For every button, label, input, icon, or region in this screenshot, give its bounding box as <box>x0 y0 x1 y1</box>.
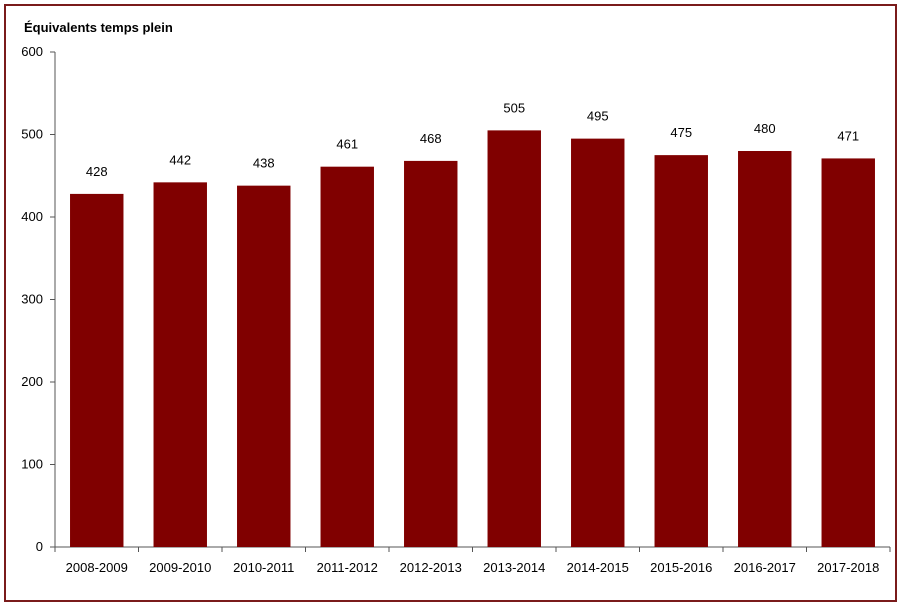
y-tick-label: 200 <box>21 374 43 389</box>
data-label: 495 <box>587 109 609 124</box>
x-tick-label: 2010-2011 <box>233 560 294 575</box>
y-tick-label: 100 <box>21 457 43 472</box>
data-label: 438 <box>253 156 275 171</box>
data-label: 428 <box>86 164 108 179</box>
y-tick-label: 500 <box>21 127 43 142</box>
x-tick-label: 2015-2016 <box>650 560 712 575</box>
data-label: 471 <box>837 128 859 143</box>
y-tick-label: 400 <box>21 209 43 224</box>
bar-2015-2016 <box>654 155 708 547</box>
x-ticks: 2008-2009 2009-2010 2010-2011 2011-2012 2012… <box>54 547 891 575</box>
y-axis-title: Équivalents temps plein <box>24 20 173 35</box>
bar-2008-2009 <box>70 193 124 547</box>
x-tick-label: 2014-2015 <box>567 560 629 575</box>
x-tick-label: 2011-2012 <box>317 560 378 575</box>
data-label: 475 <box>670 125 692 140</box>
data-label: 461 <box>336 137 358 152</box>
bars: 428 442 438 461 468 505 495 475 480 471 <box>70 100 875 548</box>
x-tick-label: 2008-2009 <box>66 560 128 575</box>
bar-2012-2013 <box>404 160 458 547</box>
bar-2011-2012 <box>320 166 374 548</box>
y-tick-label: 300 <box>21 292 43 307</box>
x-tick-label: 2009-2010 <box>149 560 211 575</box>
bar-2014-2015 <box>571 138 625 547</box>
bar-2009-2010 <box>153 182 207 547</box>
bar-2017-2018 <box>821 158 875 548</box>
x-tick-label: 2016-2017 <box>734 560 796 575</box>
y-tick-label: 600 <box>21 44 43 59</box>
y-tick-label: 0 <box>36 539 43 554</box>
data-label: 480 <box>754 121 776 136</box>
bar-2010-2011 <box>237 185 291 547</box>
x-tick-label: 2017-2018 <box>817 560 879 575</box>
data-label: 442 <box>169 152 191 167</box>
y-ticks: 0 100 200 300 400 500 600 <box>21 44 55 554</box>
x-tick-label: 2013-2014 <box>483 560 545 575</box>
bar-2016-2017 <box>738 151 792 547</box>
x-tick-label: 2012-2013 <box>400 560 462 575</box>
data-label: 468 <box>420 131 442 146</box>
data-label: 505 <box>503 100 525 115</box>
bar-2013-2014 <box>487 130 541 547</box>
